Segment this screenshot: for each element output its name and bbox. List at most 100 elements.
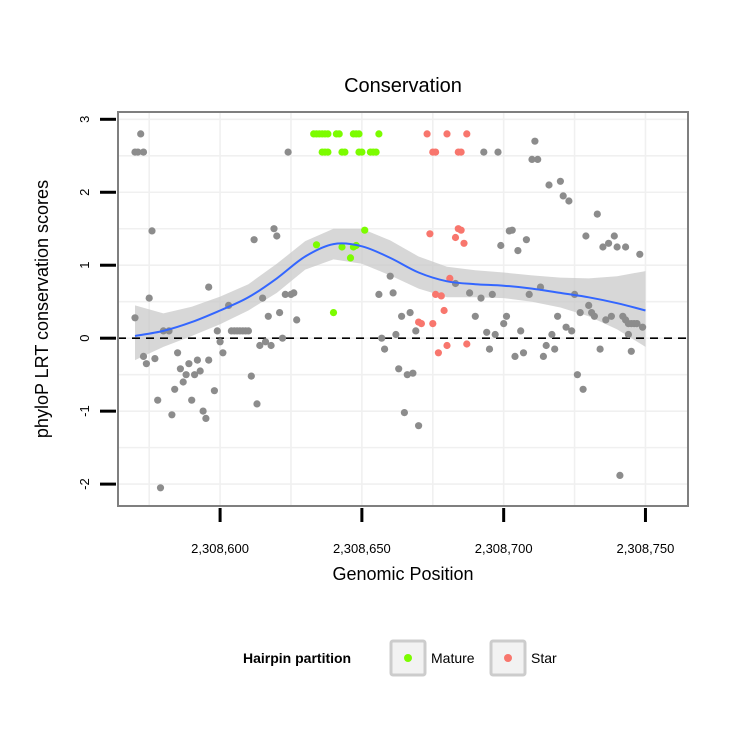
data-point-other (477, 294, 485, 302)
data-point-other (378, 334, 386, 342)
data-point-other (395, 365, 403, 373)
data-point-other (270, 225, 278, 233)
data-point-other (179, 378, 187, 386)
data-point-other (639, 323, 647, 331)
data-point-mature (358, 148, 366, 156)
y-tick-label: -2 (77, 478, 92, 490)
data-point-other (599, 243, 607, 251)
x-axis-ticks: 2,308,600 2,308,650 2,308,700 2,308,750 (191, 508, 674, 556)
data-point-other (576, 309, 584, 317)
data-point-other (483, 328, 491, 336)
data-point-other (137, 130, 145, 138)
data-point-other (622, 316, 630, 324)
data-point-other (148, 227, 156, 235)
x-tick-label: 2,308,650 (333, 541, 391, 556)
data-point-other (415, 422, 423, 430)
data-point-other (406, 309, 414, 317)
data-point-star (463, 130, 471, 138)
data-point-other (193, 356, 201, 364)
data-point-star (417, 320, 425, 328)
data-point-other (596, 345, 604, 353)
data-point-other (145, 294, 153, 302)
data-point-star (443, 341, 451, 350)
data-point-other (525, 290, 533, 298)
x-tick-label: 2,308,750 (617, 541, 675, 556)
y-tick-label: 3 (77, 116, 92, 123)
data-point-star (451, 233, 460, 242)
data-point-other (253, 400, 261, 408)
legend-dot-star (504, 654, 512, 662)
data-point-other (502, 312, 511, 320)
data-point-other (281, 290, 289, 298)
data-point-other (622, 243, 630, 251)
data-point-other (205, 356, 213, 364)
data-point-star (443, 130, 451, 138)
legend-dot-mature (404, 654, 412, 662)
data-point-other (139, 352, 148, 360)
plot-panel-border (117, 111, 689, 507)
data-point-other (398, 312, 406, 320)
data-point-other (284, 148, 292, 156)
data-point-other (293, 316, 301, 324)
data-point-other (494, 148, 502, 156)
data-point-mature (335, 130, 343, 138)
plot-area (117, 111, 689, 507)
data-point-other (188, 396, 196, 404)
data-point-other (573, 371, 582, 379)
data-point-other (261, 338, 270, 346)
data-point-other (500, 320, 508, 328)
data-point-other (182, 371, 190, 379)
data-point-other (559, 192, 567, 200)
smooth-trend-line (134, 242, 646, 337)
legend-item-star: Star (489, 639, 557, 677)
data-point-other (168, 411, 176, 419)
y-tick-label: 0 (77, 335, 92, 342)
data-point-other (409, 369, 417, 377)
data-point-other (273, 232, 281, 240)
data-point-other (247, 372, 255, 380)
data-point-other (219, 349, 227, 357)
data-point-other (551, 345, 559, 353)
data-point-mature (324, 148, 332, 156)
data-point-other (139, 148, 148, 156)
data-point-mature (338, 243, 346, 251)
data-point-other (375, 290, 383, 298)
confidence-band (135, 228, 646, 361)
data-point-star (434, 349, 442, 357)
data-point-other (259, 294, 267, 302)
data-point-other (176, 365, 184, 373)
data-point-other (548, 330, 556, 339)
data-point-mature (346, 254, 355, 262)
data-point-other (556, 177, 565, 185)
data-point-other (142, 360, 150, 368)
chart-title: Conservation (344, 75, 462, 97)
y-axis-label: phyloP LRT conservation scores (32, 180, 52, 438)
y-tick-label: 2 (77, 189, 92, 196)
legend-item-mature: Mature (389, 639, 475, 677)
data-point-star (429, 320, 437, 328)
data-point-other (610, 232, 618, 240)
data-point-other (590, 312, 599, 320)
data-point-other (562, 323, 570, 331)
data-point-star (426, 230, 434, 238)
data-point-other (545, 181, 553, 189)
data-point-other (602, 316, 610, 324)
data-point-other (466, 289, 474, 297)
data-points (131, 130, 647, 492)
data-point-mature (324, 130, 332, 138)
data-point-star (457, 226, 465, 234)
data-point-other (276, 309, 284, 317)
data-point-other (528, 155, 536, 163)
data-point-mature (372, 148, 380, 156)
data-point-other (134, 148, 142, 156)
data-point-other (250, 236, 258, 244)
data-point-other (511, 352, 519, 360)
data-point-mature (375, 130, 383, 138)
data-point-other (568, 327, 576, 335)
legend-label-star: Star (531, 650, 557, 666)
data-point-other (267, 341, 275, 350)
data-point-star (423, 130, 431, 138)
data-point-other (627, 320, 635, 328)
data-point-other (616, 471, 624, 479)
